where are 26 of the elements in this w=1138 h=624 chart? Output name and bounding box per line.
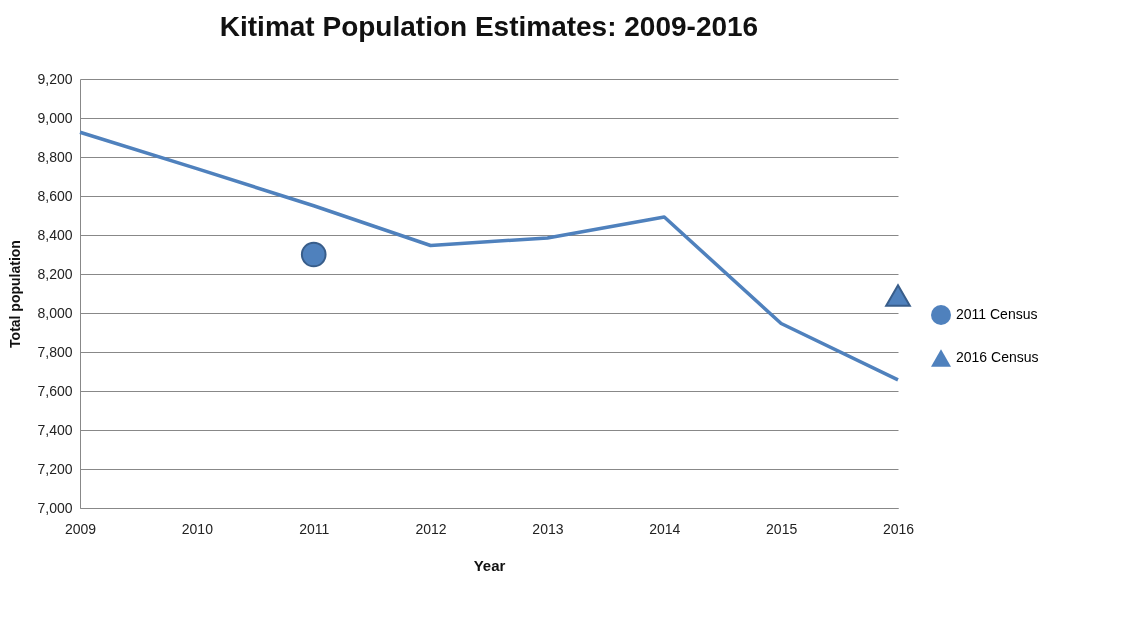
line-series [78,130,900,382]
y-tick-label: 7,200 [37,460,73,477]
x-axis-title: Year [473,556,506,574]
y-axis-title: Total population [7,240,24,348]
y-tick-label: 7,000 [37,499,73,516]
y-tick-label: 8,800 [37,148,73,165]
y-tick-label: 9,200 [37,70,73,87]
chart-title: Kitimat Population Estimates: 2009-2016 [219,11,759,42]
x-tick-label: 2015 [766,520,798,537]
legend-label: 2016 Census [956,349,1039,365]
x-tick-label: 2016 [882,520,915,537]
x-tick-label: 2011 [299,520,330,537]
y-tick-label: 8,000 [37,304,73,321]
x-tick-label: 2014 [649,520,681,537]
y-tick-label: 7,400 [37,421,73,438]
y-tick-label: 8,400 [37,226,73,243]
x-tick-label: 2013 [532,520,564,537]
y-tick-label: 7,600 [37,382,73,399]
y-tick-label: 7,800 [37,343,73,360]
x-tick-label: 2009 [64,520,97,537]
x-tick-label: 2012 [415,520,447,537]
y-tick-label: 8,600 [37,187,73,204]
x-tick-label: 2010 [181,520,214,537]
y-tick-label: 8,200 [37,265,73,282]
y-tick-label: 9,000 [37,109,73,126]
legend-label: 2011 Census [956,306,1038,322]
